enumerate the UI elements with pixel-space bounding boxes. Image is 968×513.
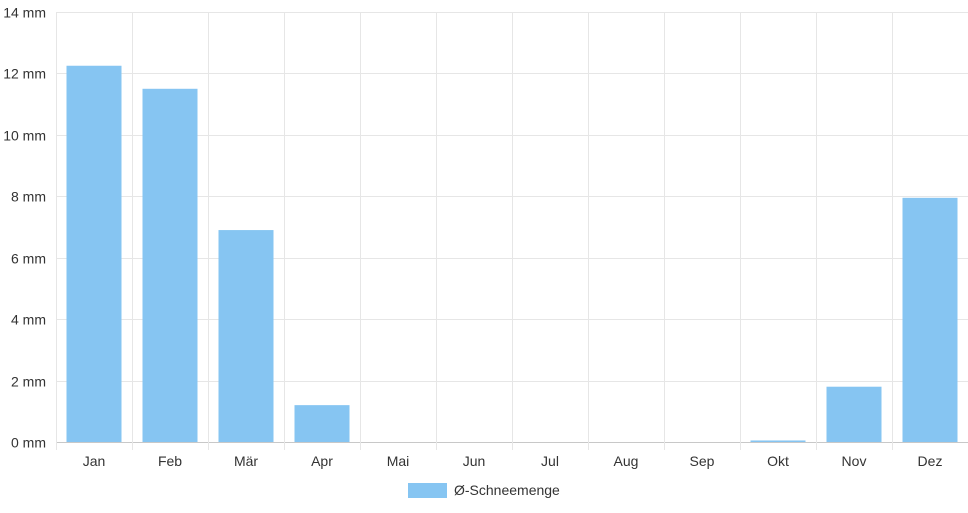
x-tick-label: Apr [311,453,333,469]
bar[interactable] [218,230,274,442]
legend-swatch [408,483,447,498]
bar[interactable] [66,65,122,442]
y-tick-label: 4 mm [11,312,46,328]
x-tick-label: Okt [767,453,789,469]
grid-lines [56,12,968,450]
bar[interactable] [142,88,198,442]
bar[interactable] [750,440,806,442]
bar[interactable] [826,386,882,442]
y-tick-label: 0 mm [11,435,46,451]
y-tick-label: 6 mm [11,251,46,267]
y-tick-label: 14 mm [3,5,46,21]
x-tick-label: Sep [690,453,715,469]
legend-label: Ø-Schneemenge [454,482,560,498]
y-tick-label: 8 mm [11,189,46,205]
x-tick-label: Jan [83,453,106,469]
axes: 0 mm 2 mm 4 mm 6 mm 8 mm 10 mm 12 mm 14 mm Jan Fe… [3,5,942,470]
bar[interactable] [294,405,350,442]
x-tick-label: Nov [842,453,867,469]
legend[interactable]: Ø-Schneemenge [408,482,560,498]
x-tick-label: Mai [387,453,410,469]
y-tick-label: 10 mm [3,128,46,144]
x-tick-label: Dez [918,453,943,469]
x-tick-label: Mär [234,453,258,469]
x-tick-label: Jun [463,453,486,469]
x-tick-label: Jul [541,453,559,469]
x-tick-label: Feb [158,453,182,469]
bar[interactable] [902,197,958,442]
y-tick-label: 2 mm [11,374,46,390]
y-tick-label: 12 mm [3,66,46,82]
bars [66,65,958,442]
x-tick-label: Aug [614,453,639,469]
